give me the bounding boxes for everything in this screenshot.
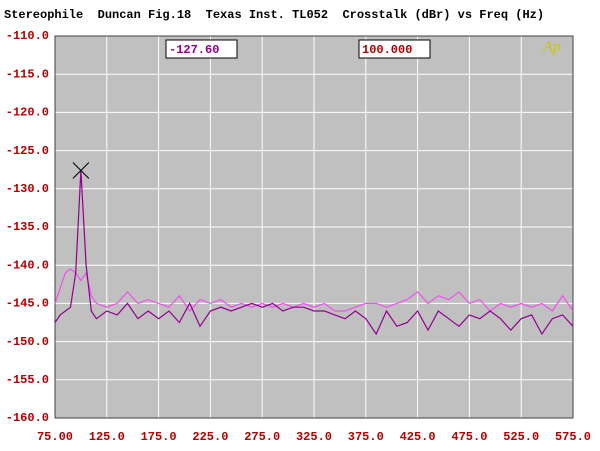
x-tick-label: 425.0: [400, 430, 436, 444]
x-tick-label: 175.0: [141, 430, 177, 444]
x-tick-label: 325.0: [296, 430, 332, 444]
x-tick-label: 375.0: [348, 430, 384, 444]
y-tick-label: -150.0: [6, 335, 49, 349]
cursor-marker: [72, 162, 90, 179]
x-tick-label: 125.0: [89, 430, 125, 444]
chart-title: Stereophile Duncan Fig.18 Texas Inst. TL…: [4, 8, 544, 22]
y-tick-label: -130.0: [6, 182, 49, 196]
x-tick-label: 575.0: [555, 430, 591, 444]
y-tick-label: -140.0: [6, 258, 49, 272]
y-tick-label: -115.0: [6, 67, 49, 81]
x-tick-label: 525.0: [503, 430, 539, 444]
y-tick-label: -155.0: [6, 373, 49, 387]
cursor-x-readout: 100.000: [362, 43, 412, 57]
x-tick-label: 225.0: [192, 430, 228, 444]
series-line: [54, 170, 574, 336]
y-tick-label: -135.0: [6, 220, 49, 234]
plot-frame: [54, 35, 574, 419]
cursor-x-box: [358, 39, 431, 59]
x-tick-label: 475.0: [451, 430, 487, 444]
x-tick-label: 75.00: [37, 430, 73, 444]
y-tick-label: -110.0: [6, 29, 49, 43]
cursor-y-readout: -127.60: [169, 43, 219, 57]
y-tick-label: -160.0: [6, 411, 49, 425]
y-tick-label: -120.0: [6, 106, 49, 120]
x-tick-label: 275.0: [244, 430, 280, 444]
cursor-y-box: [165, 39, 238, 59]
y-tick-label: -145.0: [6, 297, 49, 311]
cursor-stroke: [72, 162, 90, 179]
logo: Ap: [542, 39, 561, 56]
y-tick-label: -125.0: [6, 144, 49, 158]
